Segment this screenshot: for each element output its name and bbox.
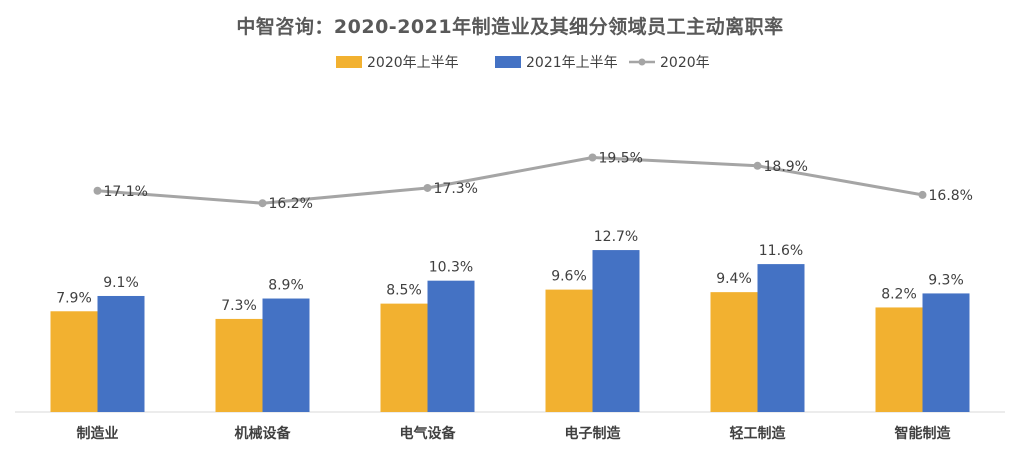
bar-2020h1-1 xyxy=(215,318,263,412)
line-2020-path xyxy=(97,155,923,205)
legend-swatch-1 xyxy=(495,56,521,68)
line-label-2020-2: 17.3% xyxy=(434,181,478,197)
line-label-2020-3: 19.5% xyxy=(599,150,643,166)
bar-label-2021h1-4: 11.6% xyxy=(759,243,803,259)
category-label-4: 轻工制造 xyxy=(730,425,786,442)
line-label-2020-1: 16.2% xyxy=(269,196,313,212)
bar-2021h1-2 xyxy=(427,280,475,412)
bar-label-2021h1-1: 8.9% xyxy=(268,278,304,294)
chart-title: 中智咨询：2020-2021年制造业及其细分领域员工主动离职率 xyxy=(236,16,784,38)
bar-label-2020h1-5: 8.2% xyxy=(881,286,917,302)
legend-swatch-0 xyxy=(336,56,362,68)
bar-2021h1-3 xyxy=(592,250,640,412)
line-label-2020-0: 17.1% xyxy=(104,184,148,200)
line-2020-point-1 xyxy=(258,199,267,208)
line-label-2020-4: 18.9% xyxy=(764,159,808,175)
bar-label-2021h1-3: 12.7% xyxy=(594,229,638,245)
bar-2021h1-0 xyxy=(97,295,145,412)
bar-2020h1-4 xyxy=(710,292,758,412)
line-2020-point-3 xyxy=(588,153,597,162)
bar-label-2021h1-0: 9.1% xyxy=(103,275,139,291)
bar-2021h1-1 xyxy=(262,298,310,412)
bar-2021h1-5 xyxy=(922,293,970,412)
category-label-1: 机械设备 xyxy=(235,425,292,442)
line-2020-point-2 xyxy=(423,183,432,192)
line-2020-point-5 xyxy=(918,190,927,199)
bar-2020h1-2 xyxy=(380,303,428,412)
line-label-2020-5: 16.8% xyxy=(929,188,973,204)
legend-label-0: 2020年上半年 xyxy=(367,55,459,71)
category-label-2: 电气设备 xyxy=(400,425,457,442)
bar-label-2021h1-5: 9.3% xyxy=(928,272,964,288)
legend-label-1: 2021年上半年 xyxy=(526,55,618,71)
bar-label-2020h1-3: 9.6% xyxy=(551,269,587,285)
bar-label-2020h1-0: 7.9% xyxy=(56,290,92,306)
bar-label-2020h1-1: 7.3% xyxy=(221,298,257,314)
bar-label-2020h1-4: 9.4% xyxy=(716,271,752,287)
category-label-5: 智能制造 xyxy=(894,425,951,442)
bar-2020h1-3 xyxy=(545,289,593,412)
line-2020-point-0 xyxy=(93,186,102,195)
line-2020-point-4 xyxy=(753,161,762,170)
bar-2020h1-0 xyxy=(50,311,98,412)
category-label-3: 电子制造 xyxy=(565,425,621,442)
bar-label-2021h1-2: 10.3% xyxy=(429,260,473,276)
legend-label-2: 2020年 xyxy=(660,55,710,71)
category-label-0: 制造业 xyxy=(77,425,119,442)
legend-marker-2 xyxy=(638,58,646,66)
bar-2021h1-4 xyxy=(757,264,805,412)
bar-2020h1-5 xyxy=(875,307,923,412)
bar-label-2020h1-2: 8.5% xyxy=(386,283,422,299)
